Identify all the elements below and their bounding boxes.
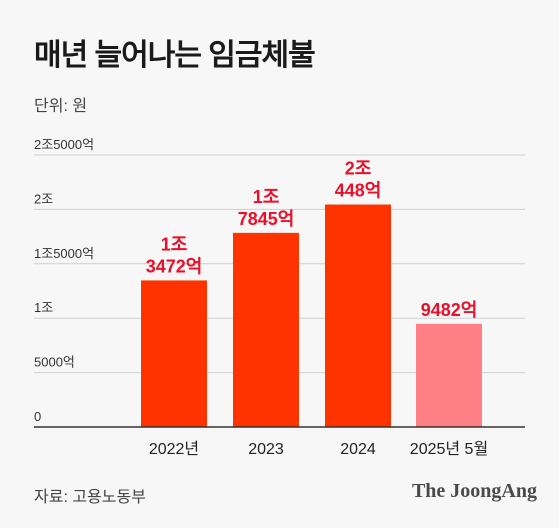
y-tick-label: 5000억 bbox=[34, 355, 75, 370]
unit-label: 단위: 원 bbox=[34, 98, 88, 115]
bar bbox=[141, 280, 207, 427]
bar bbox=[416, 323, 482, 427]
y-tick-label: 0 bbox=[34, 409, 41, 424]
y-tick-label: 1조5000억 bbox=[34, 246, 94, 261]
x-tick-label: 2023 bbox=[248, 441, 284, 458]
bar-chart: 05000억1조1조5000억2조2조5000억1조3472억2022년1조78… bbox=[34, 137, 525, 458]
x-tick-label: 2025년 5월 bbox=[410, 440, 488, 458]
data-label: 7845억 bbox=[238, 209, 295, 229]
brand-logo: The JoongAng bbox=[411, 480, 537, 502]
y-tick-label: 2조 bbox=[34, 191, 53, 206]
y-tick-label: 2조5000억 bbox=[34, 137, 94, 152]
bar bbox=[325, 204, 391, 427]
data-label: 1조 bbox=[253, 187, 280, 207]
data-label: 9482억 bbox=[421, 300, 478, 320]
data-label: 3472억 bbox=[146, 256, 203, 276]
y-tick-label: 1조 bbox=[34, 300, 53, 315]
x-tick-label: 2024 bbox=[340, 441, 376, 458]
source-note: 자료: 고용노동부 bbox=[34, 489, 146, 506]
data-label: 1조 bbox=[161, 234, 188, 254]
data-label: 448억 bbox=[335, 181, 382, 201]
bar bbox=[233, 232, 299, 427]
x-tick-label: 2022년 bbox=[149, 440, 199, 458]
chart-title: 매년 늘어나는 임금체불 bbox=[34, 39, 316, 72]
data-label: 2조 bbox=[345, 159, 372, 179]
